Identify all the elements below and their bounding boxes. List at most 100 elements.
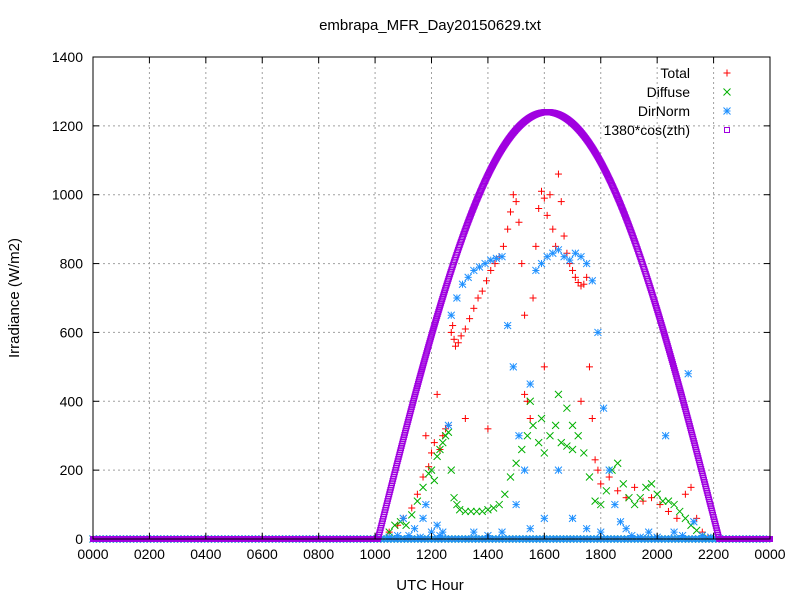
data-point bbox=[427, 466, 436, 474]
data-point bbox=[466, 315, 474, 323]
data-point bbox=[390, 521, 399, 530]
legend-label: Diffuse bbox=[647, 84, 691, 100]
data-point bbox=[571, 273, 579, 281]
data-point bbox=[644, 528, 653, 536]
data-point bbox=[422, 500, 430, 509]
data-point bbox=[461, 325, 469, 333]
data-point bbox=[619, 480, 628, 488]
data-point bbox=[670, 500, 678, 509]
data-point bbox=[614, 487, 622, 495]
x-tick-label: 0800 bbox=[303, 546, 334, 562]
data-point bbox=[427, 528, 436, 536]
data-point bbox=[655, 310, 662, 317]
series-2 bbox=[89, 245, 771, 543]
data-point bbox=[658, 497, 667, 505]
data-point bbox=[668, 355, 675, 362]
data-point bbox=[492, 254, 501, 263]
legend-item: 1380*cos(zth) bbox=[604, 122, 730, 138]
data-point bbox=[673, 514, 681, 522]
legend: Total Diffuse DirNorm 1380*cos(zth) bbox=[604, 65, 731, 138]
data-point bbox=[486, 256, 495, 264]
data-point bbox=[613, 459, 622, 468]
data-point bbox=[569, 266, 577, 274]
data-point bbox=[472, 507, 481, 516]
data-point bbox=[461, 415, 469, 422]
data-point bbox=[543, 211, 551, 219]
data-point bbox=[438, 297, 445, 304]
x-tick-label: 0400 bbox=[190, 546, 221, 562]
y-tick-label: 800 bbox=[60, 256, 84, 272]
data-point bbox=[689, 517, 698, 526]
data-point bbox=[518, 260, 526, 268]
data-point bbox=[647, 480, 656, 488]
data-point bbox=[425, 344, 432, 351]
data-point bbox=[532, 242, 540, 250]
data-point bbox=[413, 490, 421, 498]
data-point bbox=[537, 414, 546, 423]
data-point bbox=[681, 490, 689, 498]
data-point bbox=[461, 507, 470, 516]
data-point bbox=[660, 327, 667, 334]
data-point bbox=[535, 204, 543, 212]
data-point bbox=[434, 311, 441, 318]
x-tick-label: 0000 bbox=[754, 546, 785, 562]
data-point bbox=[506, 208, 514, 216]
data-point bbox=[664, 341, 671, 348]
data-point bbox=[489, 504, 498, 512]
data-point bbox=[543, 252, 552, 261]
data-point bbox=[651, 299, 658, 306]
data-point bbox=[447, 466, 456, 474]
data-point bbox=[503, 321, 512, 330]
data-point bbox=[495, 500, 504, 509]
data-point bbox=[653, 303, 660, 310]
data-point bbox=[659, 325, 666, 332]
data-point bbox=[602, 486, 611, 495]
legend-item: Diffuse bbox=[647, 84, 731, 100]
data-point bbox=[662, 333, 669, 340]
x-tick-label: 1800 bbox=[585, 546, 616, 562]
data-point bbox=[447, 328, 455, 336]
data-point bbox=[684, 369, 693, 378]
data-point bbox=[687, 483, 695, 491]
data-point bbox=[430, 326, 437, 333]
data-point bbox=[521, 311, 529, 319]
data-point bbox=[430, 324, 437, 331]
data-point bbox=[436, 531, 444, 540]
data-point bbox=[447, 311, 456, 320]
data-point bbox=[498, 252, 506, 261]
data-point bbox=[517, 445, 526, 454]
data-point bbox=[563, 404, 571, 413]
data-point bbox=[498, 528, 506, 536]
data-point bbox=[478, 287, 486, 295]
data-point bbox=[500, 490, 509, 499]
legend-marker bbox=[723, 107, 731, 115]
data-point bbox=[659, 323, 666, 330]
data-point bbox=[424, 346, 431, 353]
data-point bbox=[656, 316, 663, 323]
data-point bbox=[557, 198, 565, 206]
x-tick-label: 1200 bbox=[416, 546, 447, 562]
data-point bbox=[526, 380, 535, 388]
y-axis-title: Irradiance (W/m2) bbox=[6, 238, 23, 358]
data-point bbox=[591, 456, 599, 464]
data-point bbox=[660, 329, 667, 336]
data-point bbox=[439, 296, 446, 303]
data-point bbox=[599, 404, 608, 413]
data-point bbox=[504, 225, 512, 233]
data-point bbox=[512, 198, 520, 206]
data-point bbox=[666, 349, 673, 356]
data-point bbox=[429, 328, 436, 335]
data-point bbox=[438, 299, 445, 306]
data-point bbox=[521, 390, 529, 398]
data-point bbox=[540, 449, 549, 457]
data-point bbox=[419, 483, 427, 492]
data-point bbox=[557, 438, 566, 447]
data-point bbox=[487, 266, 495, 274]
data-point bbox=[554, 170, 562, 178]
data-point bbox=[568, 421, 577, 430]
data-point bbox=[413, 497, 422, 505]
data-point bbox=[538, 187, 546, 195]
data-point bbox=[540, 194, 548, 202]
data-point bbox=[565, 256, 574, 264]
data-point bbox=[444, 428, 453, 437]
